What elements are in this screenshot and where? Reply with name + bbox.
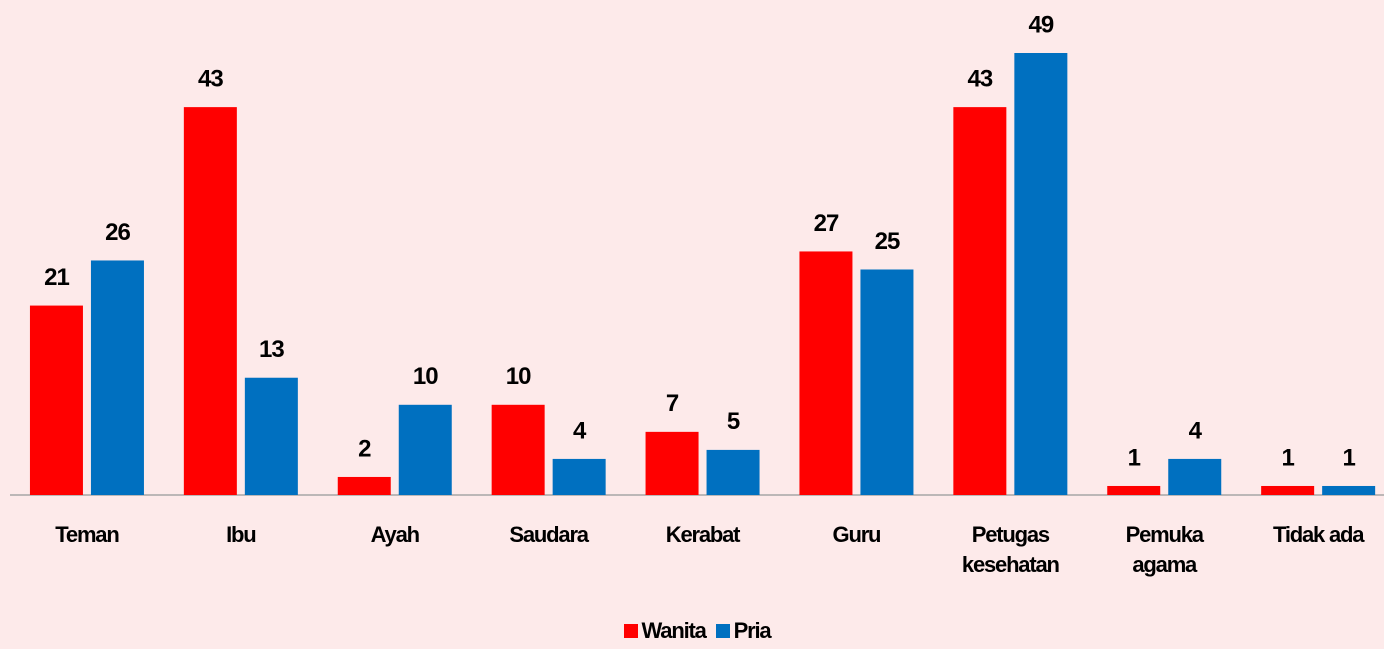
bar: [799, 251, 853, 495]
x-tick-label: Tidak ada: [1272, 522, 1364, 547]
bar: [337, 476, 391, 495]
bar: [1168, 458, 1222, 495]
bar: [953, 107, 1007, 496]
data-label: 1: [1342, 444, 1355, 471]
data-label: 10: [506, 363, 531, 390]
bar: [552, 458, 606, 495]
legend: Wanita Pria: [0, 618, 1384, 644]
data-label: 1: [1281, 444, 1294, 471]
bar: [183, 107, 237, 496]
bar: [1322, 485, 1376, 495]
x-tick-label: Saudara: [509, 522, 589, 547]
legend-label: Pria: [733, 618, 772, 643]
data-label: 5: [727, 408, 740, 435]
x-tick-label: Ibu: [226, 522, 257, 547]
data-label: 13: [259, 336, 284, 363]
data-label: 27: [814, 210, 839, 237]
bar: [1107, 485, 1161, 495]
data-label: 21: [44, 264, 69, 291]
data-label: 4: [573, 417, 587, 444]
data-label: 43: [967, 65, 992, 92]
x-tick-label: Pemuka agama: [1125, 522, 1204, 577]
data-label: 26: [105, 219, 130, 246]
legend-item: Wanita: [614, 618, 707, 644]
bar: [645, 431, 699, 495]
x-tick-label: Teman: [55, 522, 119, 547]
x-tick-label: Ayah: [370, 522, 420, 547]
x-tick-label: Guru: [832, 522, 882, 547]
bar: [491, 404, 545, 495]
legend-label: Wanita: [641, 618, 707, 643]
bar: [1261, 485, 1315, 495]
data-label: 7: [666, 390, 679, 417]
bar: [860, 269, 914, 495]
legend-swatch: [623, 624, 638, 638]
data-label: 4: [1189, 417, 1203, 444]
data-label: 43: [198, 65, 223, 92]
bar: [706, 449, 760, 495]
bar: [90, 260, 144, 495]
data-label: 1: [1128, 444, 1141, 471]
legend-swatch: [715, 624, 730, 638]
data-label: 10: [413, 363, 438, 390]
bar: [398, 404, 452, 495]
data-label: 25: [875, 228, 900, 255]
x-tick-label: Petugas kesehatan: [961, 522, 1060, 577]
bar: [29, 305, 83, 495]
legend-item: Pria: [706, 618, 772, 644]
bar: [1014, 53, 1068, 495]
data-label: 49: [1028, 11, 1053, 38]
data-label: 2: [358, 435, 371, 462]
x-tick-label: Kerabat: [665, 522, 741, 547]
bar: [244, 377, 298, 495]
